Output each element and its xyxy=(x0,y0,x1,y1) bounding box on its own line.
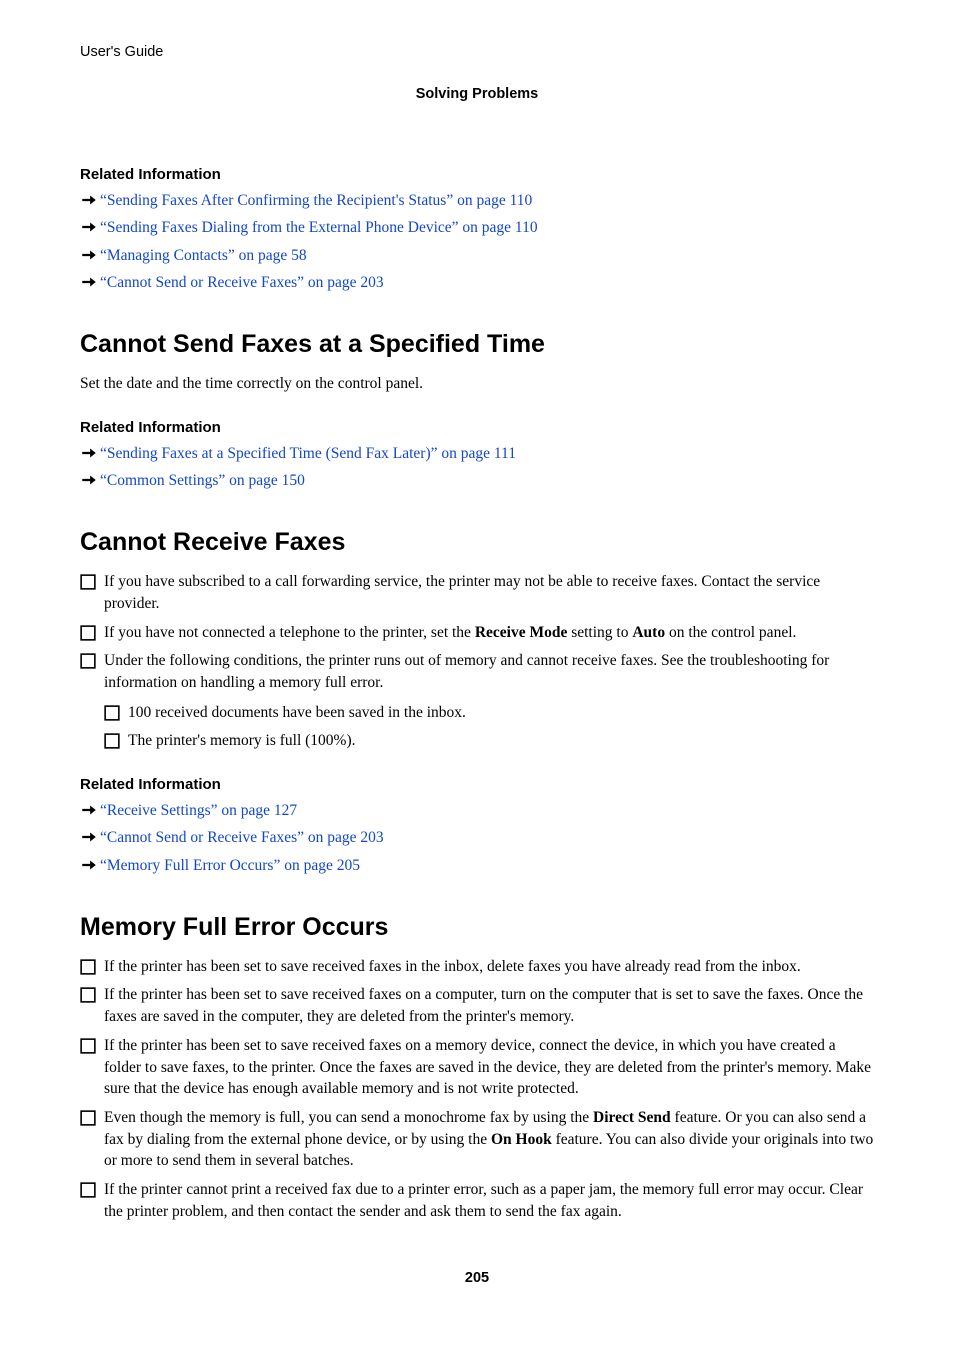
related-info-heading: Related Information xyxy=(80,776,874,793)
doc-title: User's Guide xyxy=(80,44,163,60)
checkbox-bullet-icon xyxy=(80,574,96,590)
related-link-item: “Memory Full Error Occurs” on page 205 xyxy=(80,854,874,877)
related-link[interactable]: “Cannot Send or Receive Faxes” on page 2… xyxy=(100,271,384,294)
arrow-right-icon xyxy=(80,444,98,462)
list-item-text: 100 received documents have been saved i… xyxy=(128,702,874,724)
page-number: 205 xyxy=(80,1270,874,1286)
related-link-item: “Sending Faxes Dialing from the External… xyxy=(80,216,874,239)
body-text: Set the date and the time correctly on t… xyxy=(80,373,874,395)
related-links-list: “Sending Faxes at a Specified Time (Send… xyxy=(80,442,874,493)
checkbox-bullet-icon xyxy=(80,1038,96,1054)
related-link-item: “Sending Faxes After Confirming the Reci… xyxy=(80,189,874,212)
list-item: If you have subscribed to a call forward… xyxy=(80,571,874,614)
list-item-text: Even though the memory is full, you can … xyxy=(104,1107,874,1172)
bullet-list: If you have subscribed to a call forward… xyxy=(80,571,874,693)
checkbox-bullet-icon xyxy=(80,959,96,975)
list-item-text: Under the following conditions, the prin… xyxy=(104,650,874,693)
arrow-right-icon xyxy=(80,856,98,874)
section-heading-cannot-receive: Cannot Receive Faxes xyxy=(80,528,874,557)
list-item-text: If the printer has been set to save rece… xyxy=(104,956,874,978)
checkbox-bullet-icon xyxy=(80,625,96,641)
related-links-list: “Sending Faxes After Confirming the Reci… xyxy=(80,189,874,294)
related-link-item: “Cannot Send or Receive Faxes” on page 2… xyxy=(80,271,874,294)
list-item: 100 received documents have been saved i… xyxy=(104,702,874,724)
related-link[interactable]: “Receive Settings” on page 127 xyxy=(100,799,297,822)
related-link[interactable]: “Sending Faxes at a Specified Time (Send… xyxy=(100,442,516,465)
checkbox-bullet-icon xyxy=(80,1110,96,1126)
arrow-right-icon xyxy=(80,246,98,264)
checkbox-bullet-icon xyxy=(80,987,96,1003)
list-item-text: If the printer cannot print a received f… xyxy=(104,1179,874,1222)
list-item-text: The printer's memory is full (100%). xyxy=(128,730,874,752)
list-item: If you have not connected a telephone to… xyxy=(80,622,874,644)
section-heading-memory-full: Memory Full Error Occurs xyxy=(80,913,874,942)
list-item: If the printer has been set to save rece… xyxy=(80,956,874,978)
related-info-heading: Related Information xyxy=(80,166,874,183)
checkbox-bullet-icon xyxy=(80,653,96,669)
list-item: If the printer cannot print a received f… xyxy=(80,1179,874,1222)
nested-bullet-list: 100 received documents have been saved i… xyxy=(104,702,874,752)
arrow-right-icon xyxy=(80,801,98,819)
related-link-item: “Receive Settings” on page 127 xyxy=(80,799,874,822)
related-link-item: “Managing Contacts” on page 58 xyxy=(80,244,874,267)
section-breadcrumb: Solving Problems xyxy=(80,86,874,102)
section-heading-specified-time: Cannot Send Faxes at a Specified Time xyxy=(80,330,874,359)
arrow-right-icon xyxy=(80,218,98,236)
checkbox-bullet-icon xyxy=(104,705,120,721)
arrow-right-icon xyxy=(80,273,98,291)
related-links-list: “Receive Settings” on page 127 “Cannot S… xyxy=(80,799,874,877)
list-item-text: If you have not connected a telephone to… xyxy=(104,622,874,644)
arrow-right-icon xyxy=(80,191,98,209)
related-link-item: “Common Settings” on page 150 xyxy=(80,469,874,492)
list-item: Under the following conditions, the prin… xyxy=(80,650,874,693)
arrow-right-icon xyxy=(80,828,98,846)
bullet-list: If the printer has been set to save rece… xyxy=(80,956,874,1223)
related-link-item: “Cannot Send or Receive Faxes” on page 2… xyxy=(80,826,874,849)
related-link[interactable]: “Sending Faxes Dialing from the External… xyxy=(100,216,538,239)
list-item: If the printer has been set to save rece… xyxy=(80,1035,874,1100)
list-item: Even though the memory is full, you can … xyxy=(80,1107,874,1172)
list-item-text: If the printer has been set to save rece… xyxy=(104,984,874,1027)
list-item: If the printer has been set to save rece… xyxy=(80,984,874,1027)
related-link[interactable]: “Common Settings” on page 150 xyxy=(100,469,305,492)
arrow-right-icon xyxy=(80,471,98,489)
checkbox-bullet-icon xyxy=(80,1182,96,1198)
related-link[interactable]: “Memory Full Error Occurs” on page 205 xyxy=(100,854,360,877)
list-item-text: If you have subscribed to a call forward… xyxy=(104,571,874,614)
related-link[interactable]: “Sending Faxes After Confirming the Reci… xyxy=(100,189,532,212)
page-container: User's Guide Solving Problems Related In… xyxy=(0,0,954,1326)
list-item: The printer's memory is full (100%). xyxy=(104,730,874,752)
checkbox-bullet-icon xyxy=(104,733,120,749)
related-link-item: “Sending Faxes at a Specified Time (Send… xyxy=(80,442,874,465)
list-item-text: If the printer has been set to save rece… xyxy=(104,1035,874,1100)
related-link[interactable]: “Cannot Send or Receive Faxes” on page 2… xyxy=(100,826,384,849)
related-link[interactable]: “Managing Contacts” on page 58 xyxy=(100,244,307,267)
related-info-heading: Related Information xyxy=(80,419,874,436)
